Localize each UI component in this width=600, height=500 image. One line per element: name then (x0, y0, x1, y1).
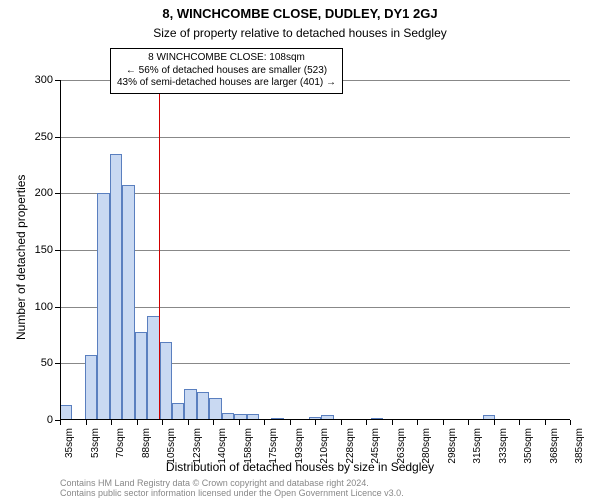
y-tick-label: 300 (25, 74, 53, 86)
info-box: 8 WINCHCOMBE CLOSE: 108sqm← 56% of detac… (110, 48, 343, 94)
page-title: 8, WINCHCOMBE CLOSE, DUDLEY, DY1 2GJ (0, 6, 600, 21)
info-line: 43% of semi-detached houses are larger (… (117, 77, 336, 90)
x-tick-mark (392, 420, 393, 425)
x-tick-mark (239, 420, 240, 425)
y-tick-label: 250 (25, 131, 53, 143)
x-tick-mark (60, 420, 61, 425)
y-axis (60, 80, 61, 420)
x-tick-label: 350sqm (523, 428, 534, 488)
page-subtitle: Size of property relative to detached ho… (0, 26, 600, 40)
x-tick-mark (213, 420, 214, 425)
x-tick-mark (443, 420, 444, 425)
histogram-bar (160, 342, 172, 420)
x-tick-label: 315sqm (472, 428, 483, 488)
info-line: ← 56% of detached houses are smaller (52… (117, 65, 336, 78)
footer-text: Contains HM Land Registry data © Crown c… (60, 478, 404, 498)
x-tick-mark (545, 420, 546, 425)
y-tick-mark (55, 307, 60, 308)
x-tick-mark (290, 420, 291, 425)
y-tick-mark (55, 363, 60, 364)
x-tick-mark (315, 420, 316, 425)
x-axis-label: Distribution of detached houses by size … (0, 460, 600, 474)
marker-line (159, 80, 160, 420)
x-tick-label: 385sqm (574, 428, 585, 488)
x-tick-mark (162, 420, 163, 425)
histogram-bar (197, 392, 209, 420)
histogram-bar (172, 403, 184, 420)
x-tick-mark (366, 420, 367, 425)
x-tick-mark (86, 420, 87, 425)
x-tick-mark (111, 420, 112, 425)
x-tick-label: 333sqm (498, 428, 509, 488)
page-root: 8, WINCHCOMBE CLOSE, DUDLEY, DY1 2GJ Siz… (0, 0, 600, 500)
x-tick-label: 280sqm (421, 428, 432, 488)
y-tick-mark (55, 193, 60, 194)
x-tick-mark (468, 420, 469, 425)
histogram-bar (135, 332, 147, 420)
y-tick-label: 0 (25, 414, 53, 426)
y-tick-label: 100 (25, 301, 53, 313)
histogram-bar (209, 398, 221, 420)
footer-line: Contains public sector information licen… (60, 488, 404, 498)
histogram-bar (110, 154, 122, 420)
histogram-bar (60, 405, 72, 420)
x-tick-label: 298sqm (447, 428, 458, 488)
y-tick-label: 200 (25, 187, 53, 199)
y-tick-label: 50 (25, 357, 53, 369)
histogram-bars (60, 80, 570, 420)
y-tick-mark (55, 250, 60, 251)
footer-line: Contains HM Land Registry data © Crown c… (60, 478, 404, 488)
x-tick-label: 368sqm (549, 428, 560, 488)
y-tick-mark (55, 80, 60, 81)
chart-area: 050100150200250300 35sqm53sqm70sqm88sqm1… (60, 80, 570, 420)
x-tick-mark (417, 420, 418, 425)
histogram-bar (184, 389, 196, 420)
x-tick-mark (519, 420, 520, 425)
x-tick-mark (188, 420, 189, 425)
histogram-bar (122, 185, 134, 420)
y-axis-label: Number of detached properties (14, 175, 28, 340)
histogram-bar (85, 355, 97, 420)
x-tick-mark (264, 420, 265, 425)
x-tick-mark (341, 420, 342, 425)
info-line: 8 WINCHCOMBE CLOSE: 108sqm (117, 52, 336, 65)
y-tick-label: 150 (25, 244, 53, 256)
histogram-bar (147, 316, 159, 420)
x-tick-mark (570, 420, 571, 425)
y-tick-mark (55, 137, 60, 138)
x-tick-mark (494, 420, 495, 425)
histogram-bar (97, 193, 109, 420)
x-tick-mark (137, 420, 138, 425)
